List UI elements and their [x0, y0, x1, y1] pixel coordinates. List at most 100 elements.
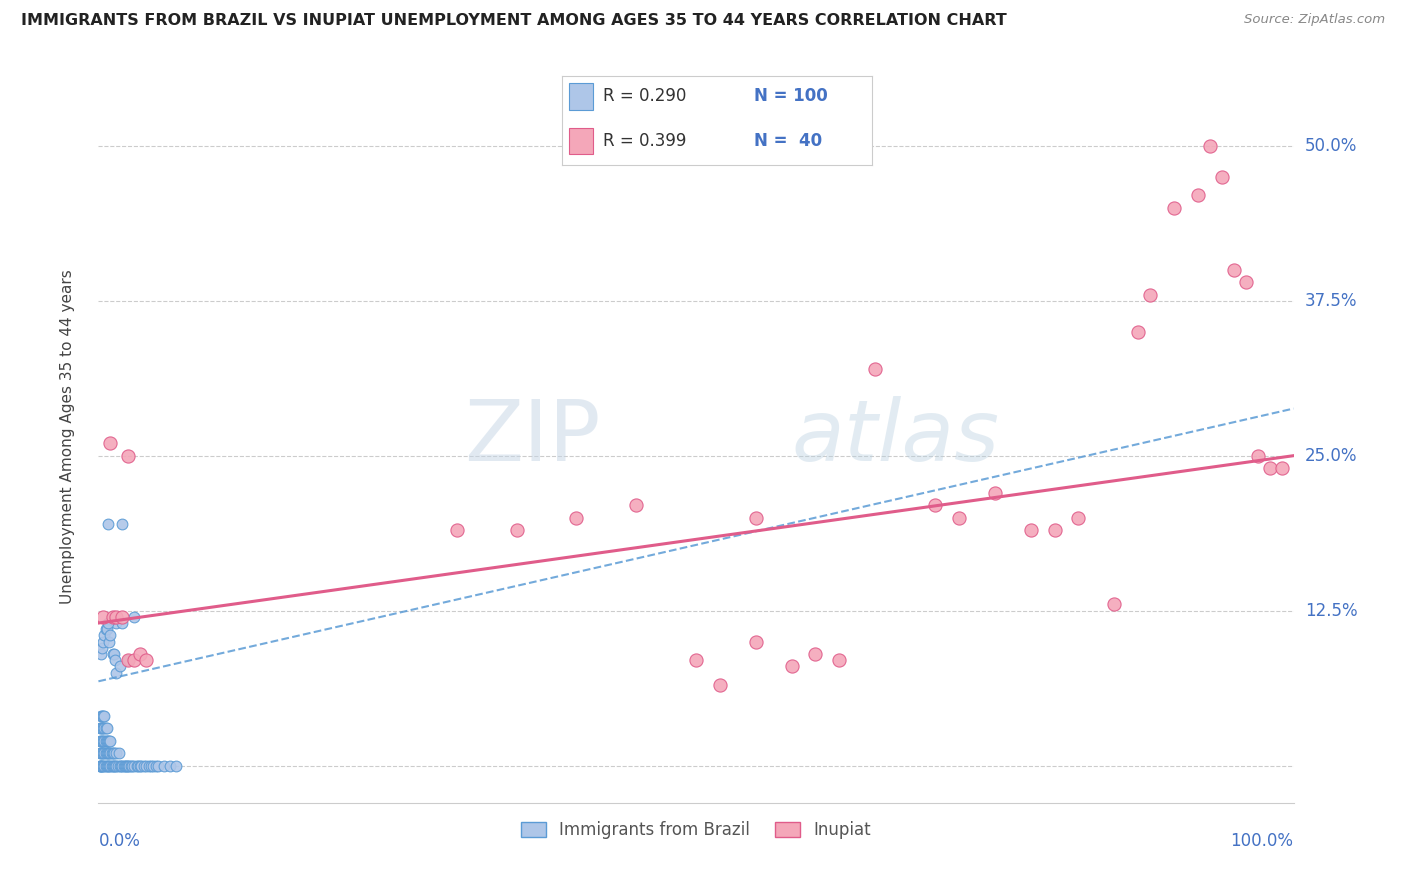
Point: [94, 734, 117, 748]
Point: [91, 722, 114, 736]
Point: [96, 622, 118, 636]
Point: [565, 510, 588, 524]
Text: IMMIGRANTS FROM BRAZIL VS INUPIAT UNEMPLOYMENT AMONG AGES 35 TO 44 YEARS CORRELA: IMMIGRANTS FROM BRAZIL VS INUPIAT UNEMPL…: [21, 13, 1007, 29]
Point: [120, 758, 142, 772]
Point: [98, 758, 122, 772]
Point: [129, 647, 152, 661]
Text: N = 100: N = 100: [754, 87, 828, 105]
Point: [948, 510, 970, 524]
Point: [148, 758, 170, 772]
Point: [108, 758, 131, 772]
Point: [105, 615, 128, 630]
Point: [93, 734, 115, 748]
Point: [111, 758, 134, 772]
Point: [115, 758, 138, 772]
Point: [94, 758, 117, 772]
Point: [745, 634, 768, 648]
Point: [117, 758, 139, 772]
Point: [98, 628, 122, 642]
Point: [1247, 449, 1270, 463]
Point: [121, 758, 143, 772]
Text: Source: ZipAtlas.com: Source: ZipAtlas.com: [1244, 13, 1385, 27]
Point: [1067, 510, 1090, 524]
Point: [90, 746, 112, 760]
Point: [90, 647, 112, 661]
Point: [94, 722, 117, 736]
Point: [93, 722, 115, 736]
Text: 25.0%: 25.0%: [1305, 447, 1357, 465]
Point: [626, 498, 648, 512]
Point: [93, 758, 115, 772]
Bar: [568, 128, 593, 154]
Point: [1139, 287, 1161, 301]
Text: R = 0.290: R = 0.290: [603, 87, 686, 105]
Point: [91, 610, 114, 624]
Point: [108, 659, 131, 673]
Point: [103, 758, 125, 772]
Point: [127, 758, 149, 772]
Text: N =  40: N = 40: [754, 132, 823, 150]
Point: [103, 647, 125, 661]
Point: [89, 758, 111, 772]
Point: [112, 758, 135, 772]
Point: [780, 659, 803, 673]
Point: [96, 758, 118, 772]
Point: [91, 634, 114, 648]
Point: [132, 758, 155, 772]
Point: [103, 746, 125, 760]
Point: [125, 758, 148, 772]
Point: [131, 758, 153, 772]
Point: [1163, 201, 1185, 215]
Point: [98, 634, 121, 648]
Text: ZIP: ZIP: [464, 395, 600, 479]
Point: [1211, 169, 1233, 184]
Point: [105, 746, 128, 760]
Point: [97, 746, 120, 760]
Point: [105, 758, 128, 772]
Point: [1258, 461, 1281, 475]
Point: [124, 610, 146, 624]
Point: [91, 709, 114, 723]
Point: [111, 610, 134, 624]
Point: [124, 758, 146, 772]
Point: [89, 734, 111, 748]
Point: [1271, 461, 1294, 475]
Point: [91, 709, 114, 723]
Point: [1187, 188, 1209, 202]
Point: [91, 640, 114, 655]
Point: [101, 610, 124, 624]
Point: [111, 615, 134, 630]
Point: [107, 746, 129, 760]
Point: [828, 653, 851, 667]
Point: [89, 758, 111, 772]
Text: 12.5%: 12.5%: [1305, 601, 1357, 620]
Point: [446, 523, 468, 537]
Point: [107, 758, 129, 772]
Point: [153, 758, 176, 772]
Point: [117, 653, 139, 667]
Text: atlas: atlas: [792, 395, 1000, 479]
Point: [96, 734, 118, 748]
Point: [129, 758, 152, 772]
Point: [165, 758, 187, 772]
Text: 100.0%: 100.0%: [1230, 832, 1294, 850]
Point: [97, 734, 120, 748]
Point: [91, 746, 114, 760]
Point: [97, 615, 120, 630]
Point: [745, 510, 768, 524]
Point: [145, 758, 167, 772]
Point: [93, 628, 115, 642]
Point: [100, 758, 122, 772]
Point: [91, 758, 114, 772]
Point: [97, 516, 120, 531]
Y-axis label: Unemployment Among Ages 35 to 44 years: Unemployment Among Ages 35 to 44 years: [60, 269, 75, 605]
Text: 0.0%: 0.0%: [98, 832, 141, 850]
Point: [115, 758, 138, 772]
Point: [91, 758, 114, 772]
Text: R = 0.399: R = 0.399: [603, 132, 686, 150]
Point: [93, 746, 115, 760]
Point: [91, 746, 114, 760]
Point: [97, 758, 120, 772]
Point: [865, 362, 887, 376]
Point: [118, 758, 141, 772]
